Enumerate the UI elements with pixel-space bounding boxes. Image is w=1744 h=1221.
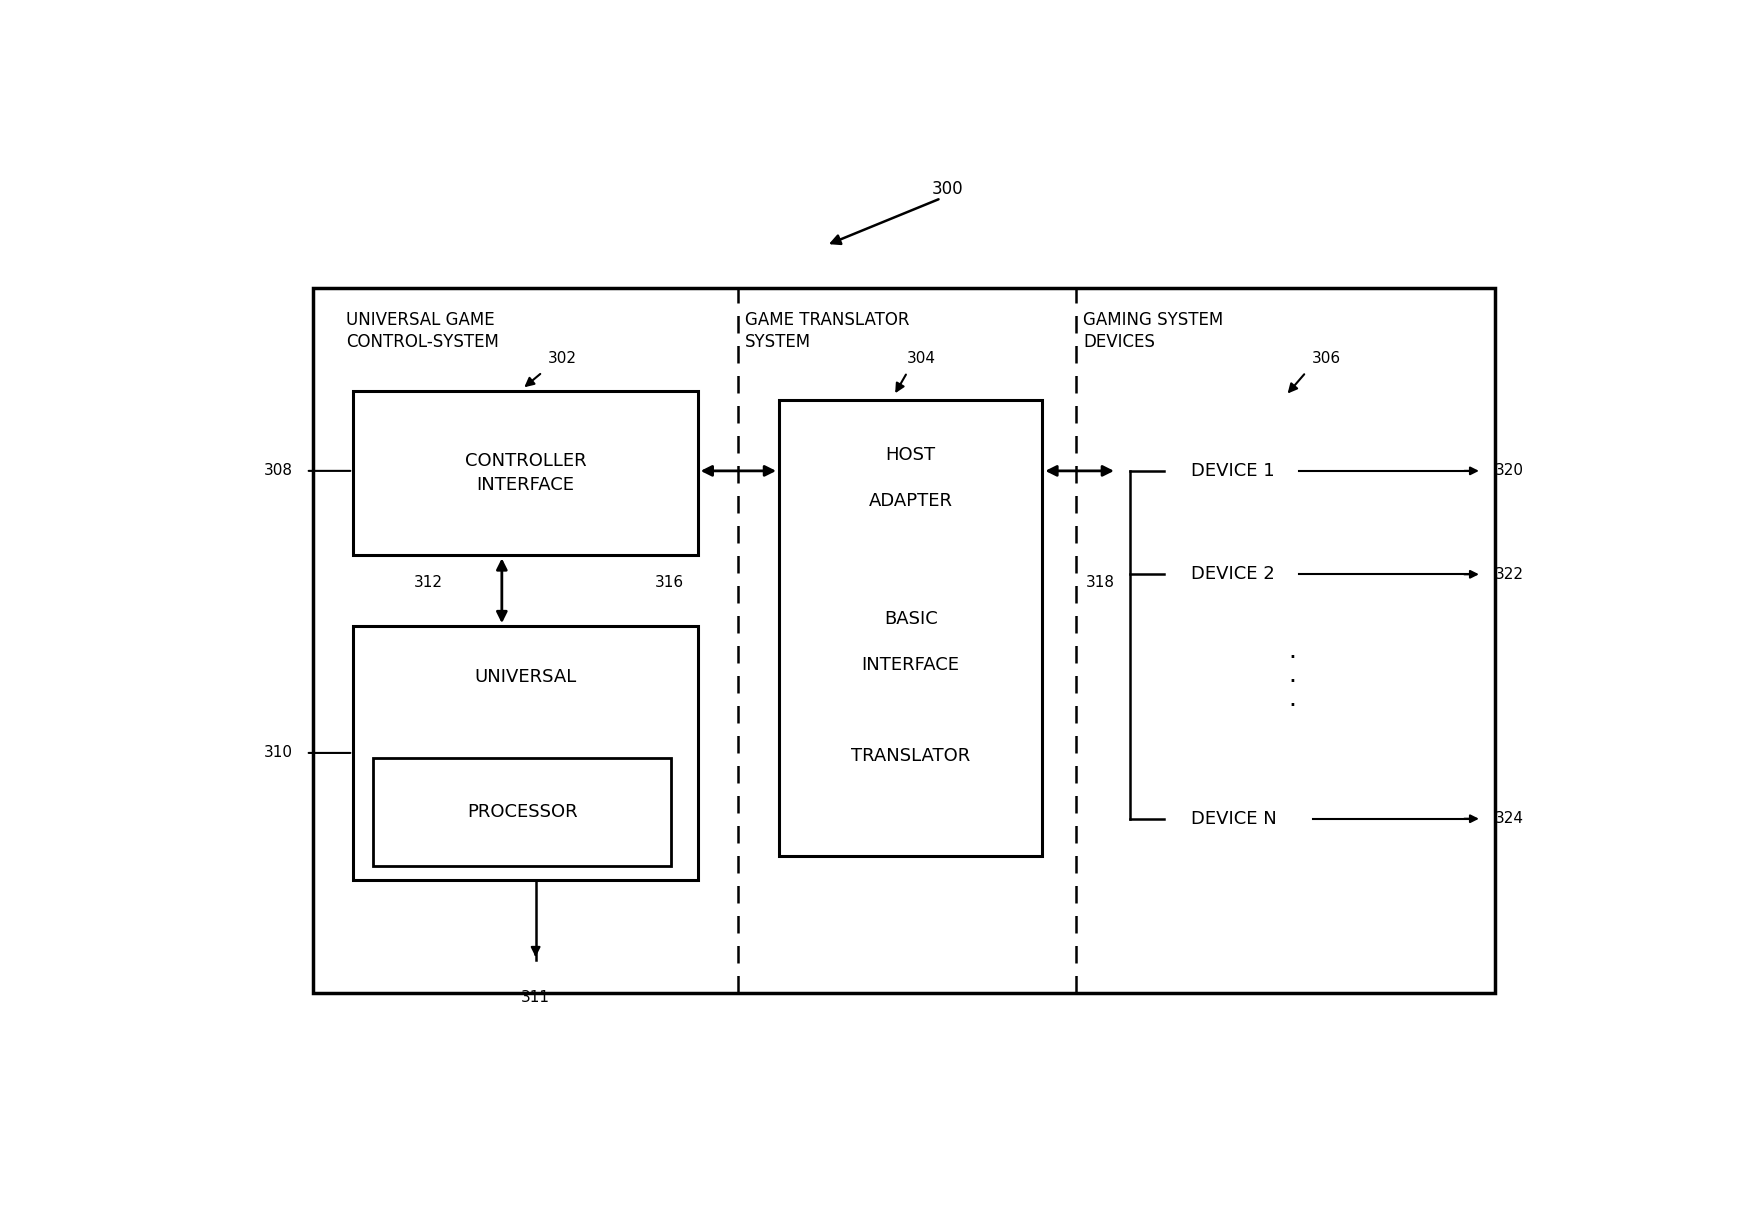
Bar: [352, 391, 698, 556]
Text: 300: 300: [931, 179, 964, 198]
Text: 312: 312: [413, 575, 443, 590]
Text: ·
·
·: · · ·: [1289, 646, 1296, 718]
Text: GAME TRANSLATOR
SYSTEM: GAME TRANSLATOR SYSTEM: [745, 311, 910, 352]
Text: 318: 318: [1087, 575, 1114, 590]
Text: 308: 308: [263, 464, 293, 479]
Text: 322: 322: [1495, 567, 1524, 581]
Text: 316: 316: [656, 575, 684, 590]
Text: 310: 310: [263, 746, 293, 761]
Text: UNIVERSAL: UNIVERSAL: [474, 668, 577, 686]
Bar: [352, 626, 698, 880]
Text: HOST: HOST: [886, 446, 937, 464]
Text: PROCESSOR: PROCESSOR: [467, 802, 577, 821]
Bar: [373, 757, 671, 866]
Bar: [312, 287, 1495, 993]
Bar: [780, 400, 1043, 856]
Text: 324: 324: [1495, 811, 1524, 827]
Text: UNIVERSAL GAME
CONTROL-SYSTEM: UNIVERSAL GAME CONTROL-SYSTEM: [347, 311, 499, 352]
Text: 311: 311: [521, 990, 549, 1005]
Text: DEVICE N: DEVICE N: [1191, 810, 1277, 828]
Text: ADAPTER: ADAPTER: [869, 492, 952, 509]
Text: INTERFACE: INTERFACE: [862, 656, 959, 674]
Text: GAMING SYSTEM
DEVICES: GAMING SYSTEM DEVICES: [1083, 311, 1223, 352]
Text: CONTROLLER
INTERFACE: CONTROLLER INTERFACE: [464, 453, 586, 495]
Text: DEVICE 1: DEVICE 1: [1191, 462, 1275, 480]
Text: 320: 320: [1495, 464, 1524, 479]
Text: 306: 306: [1311, 350, 1341, 365]
Text: TRANSLATOR: TRANSLATOR: [851, 747, 970, 766]
Text: BASIC: BASIC: [884, 610, 938, 629]
Text: DEVICE 2: DEVICE 2: [1191, 565, 1275, 584]
Text: 304: 304: [907, 350, 935, 365]
Text: 302: 302: [548, 350, 577, 365]
